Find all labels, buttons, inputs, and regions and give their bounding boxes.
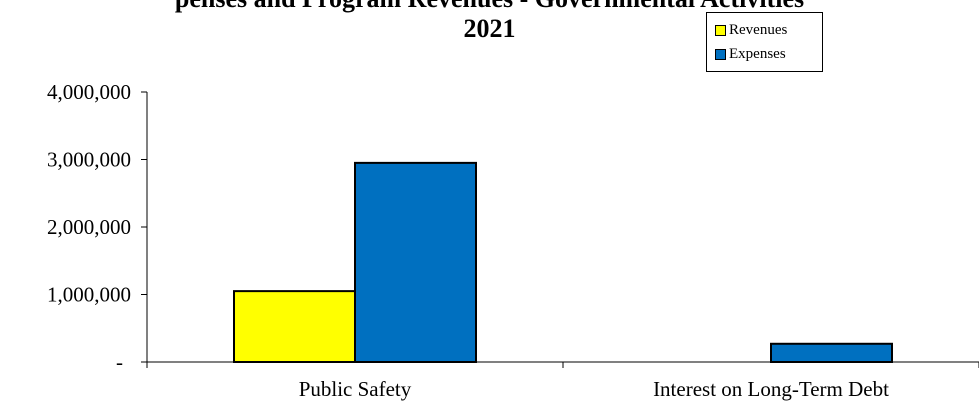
legend-label-revenues: Revenues <box>729 21 788 38</box>
bar-revenues-0 <box>233 290 356 363</box>
x-category-label-0: Public Safety <box>299 377 412 401</box>
legend-entry-revenues: Revenues <box>715 20 787 40</box>
y-tick-label-4: 4,000,000 <box>47 80 131 104</box>
legend-label-expenses: Expenses <box>729 45 786 62</box>
y-tick-label-1: 1,000,000 <box>47 283 131 307</box>
legend-entry-expenses: Expenses <box>715 44 786 64</box>
legend-swatch-revenues <box>715 24 726 36</box>
y-tick-label-2: 2,000,000 <box>47 215 131 239</box>
chart-title-line-1: penses and Program Revenues - Government… <box>0 0 979 14</box>
y-tick-label-0: - <box>116 350 123 374</box>
bar-expenses-1 <box>770 342 893 363</box>
x-category-label-1: Interest on Long-Term Debt <box>653 377 889 401</box>
legend: Revenues Expenses <box>706 12 823 72</box>
legend-swatch-expenses <box>715 48 726 60</box>
bar-expenses-0 <box>354 161 477 363</box>
chart-title-line-2: 2021 <box>463 14 516 43</box>
y-tick-label-3: 3,000,000 <box>47 148 131 172</box>
